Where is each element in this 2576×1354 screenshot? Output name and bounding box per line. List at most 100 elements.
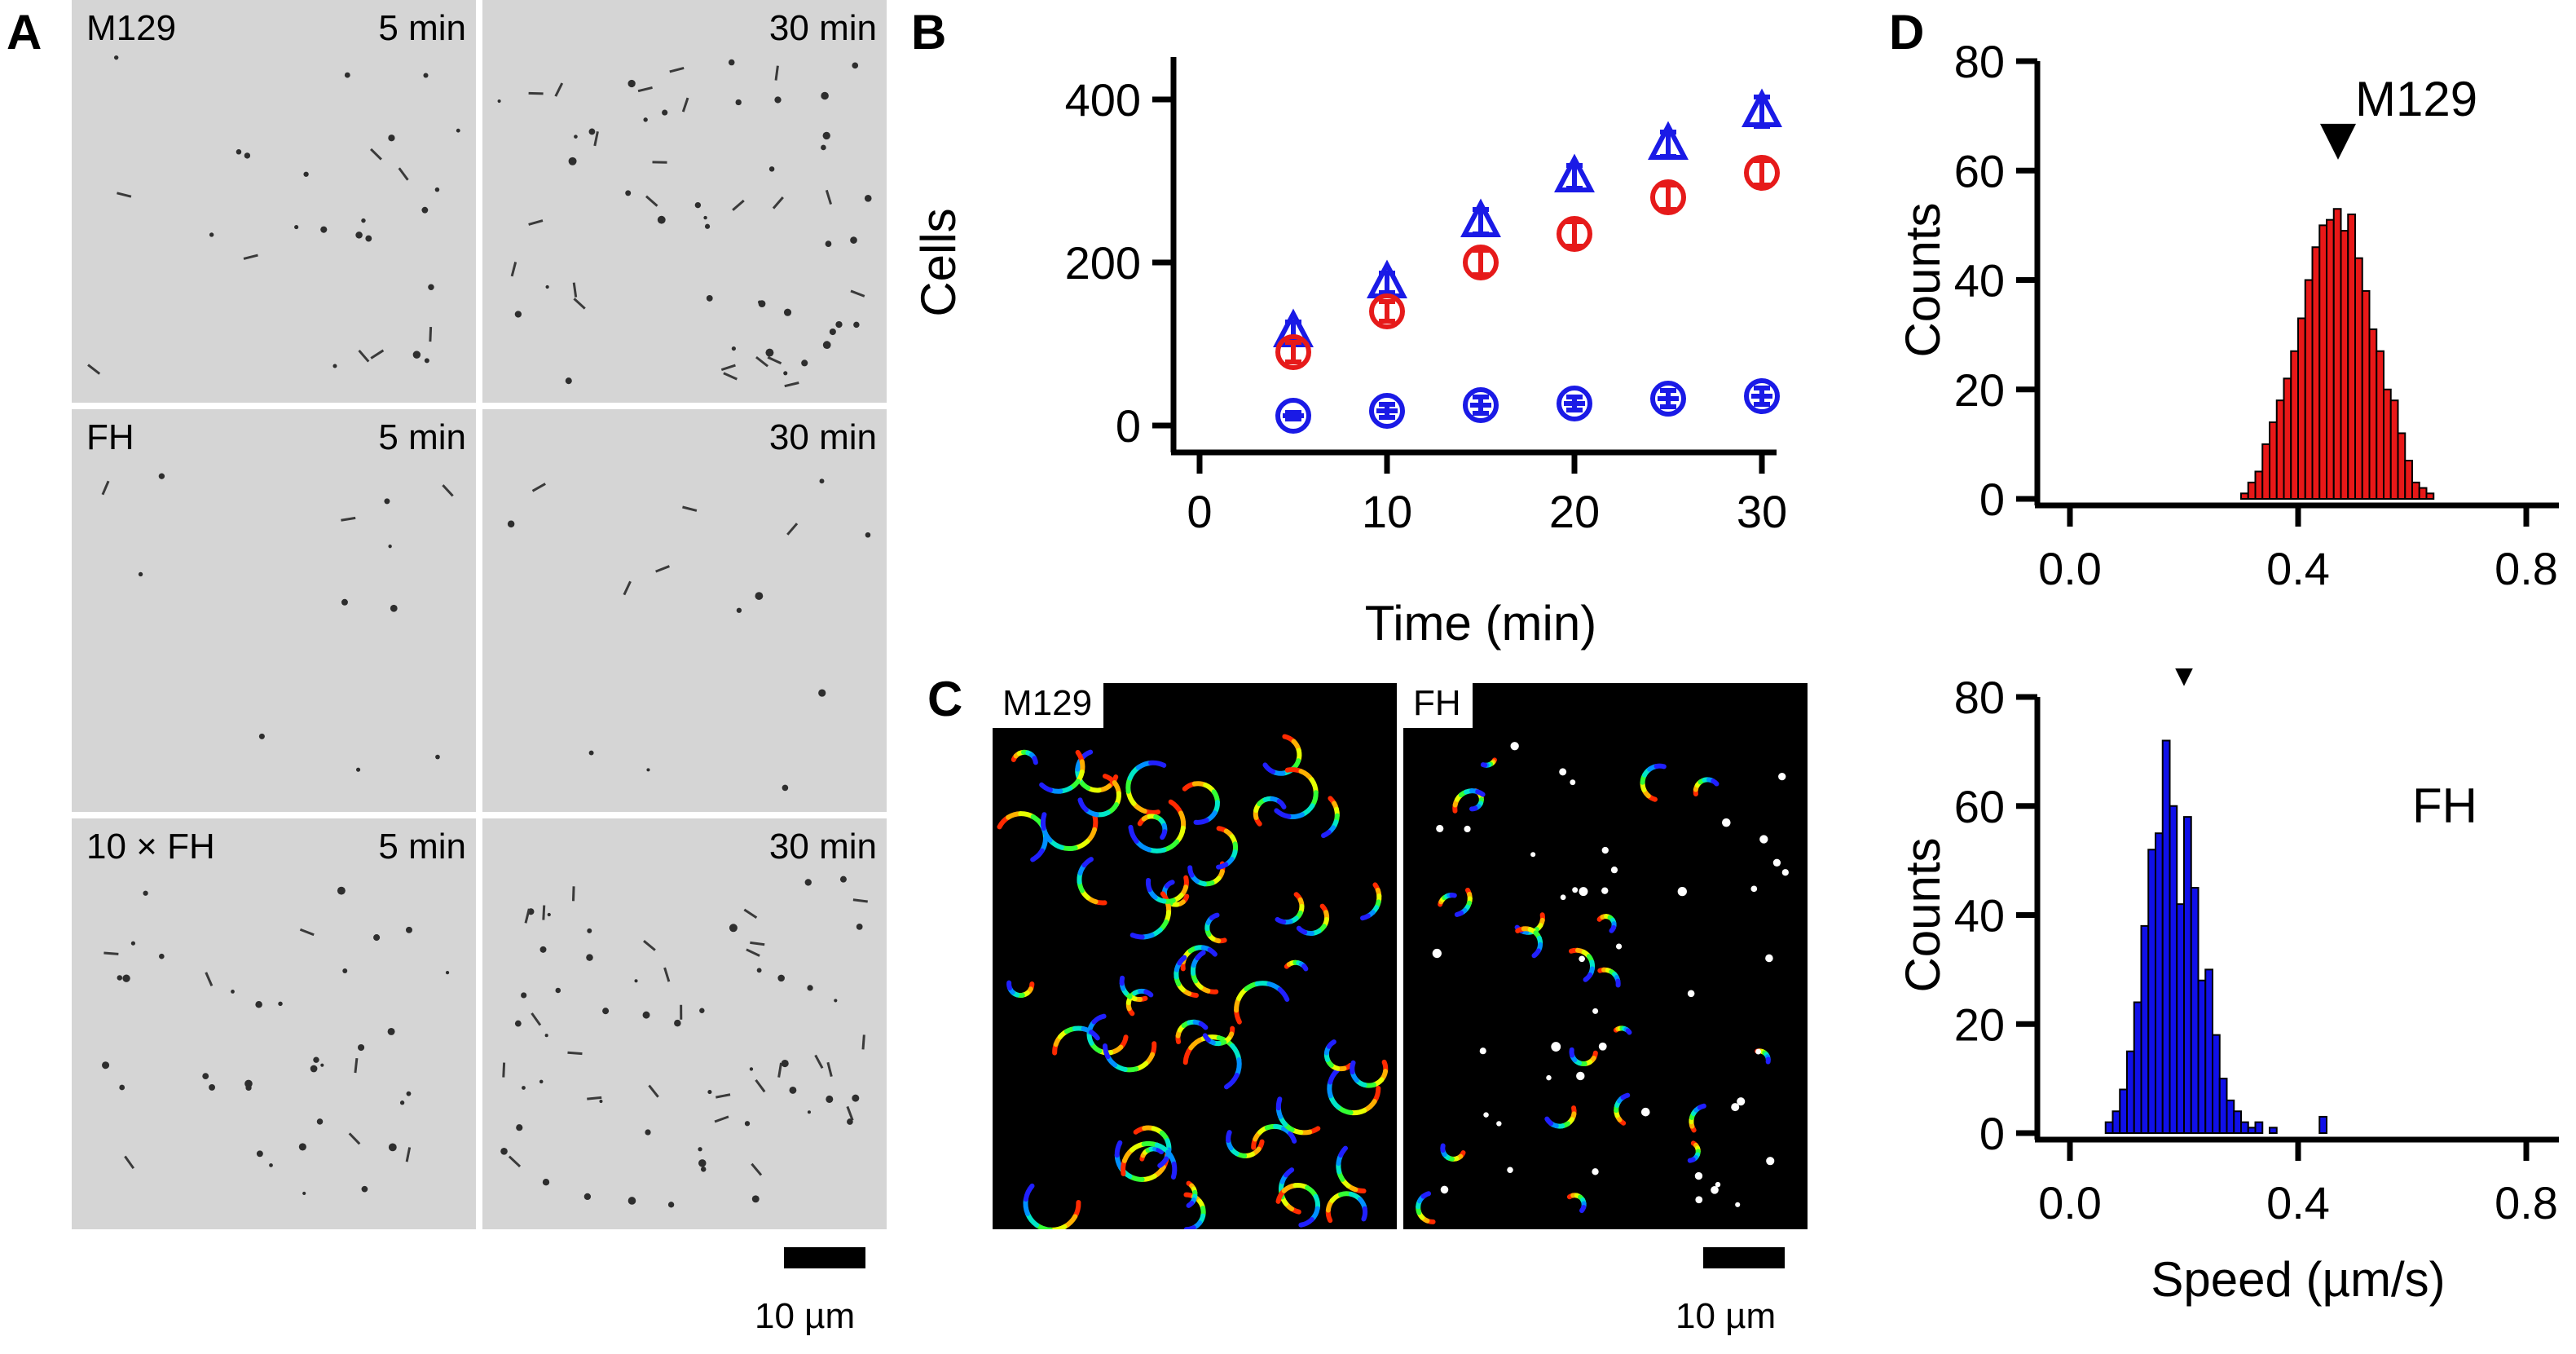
- histogram-bar: [2104, 1121, 2114, 1134]
- y-tick-label: 200: [1065, 237, 1141, 289]
- cells-vs-time-chart: 0 200 400 0 10 20 30 Time (min) Cells: [911, 57, 1787, 651]
- y-tick-label: 20: [1954, 364, 2005, 416]
- circle-marker: [1744, 378, 1780, 414]
- time-label: 5 min: [378, 417, 466, 457]
- x-tick-label: 30: [1737, 486, 1787, 537]
- histogram-bar: [2383, 388, 2392, 500]
- data-point-circle-bar: [1369, 393, 1405, 429]
- histogram-bar: [2247, 481, 2257, 500]
- histogram-bar: [2111, 1110, 2121, 1134]
- panel-label-d: D: [1889, 5, 1925, 60]
- histogram-bar: [2404, 460, 2413, 501]
- y-axis-title: Counts: [1896, 202, 1950, 357]
- micrograph-m129-30min: 30 min: [482, 0, 887, 403]
- circle-marker: [1463, 387, 1499, 423]
- histogram-bar: [2140, 924, 2150, 1134]
- histogram-bar: [2389, 399, 2399, 500]
- histogram-bar: [2183, 816, 2192, 1134]
- histogram-bar: [2226, 1099, 2235, 1134]
- histogram-bar: [2269, 421, 2278, 501]
- histogram-bar: [2304, 279, 2314, 500]
- histogram-bar: [2133, 1001, 2142, 1134]
- circle-marker: [1744, 155, 1780, 191]
- histogram-bar: [2176, 903, 2185, 1134]
- y-tick-label: 80: [1954, 36, 2005, 87]
- y-tick-label: 40: [1954, 255, 2005, 307]
- histogram-bar: [2155, 832, 2164, 1134]
- y-tick-label: 80: [1954, 672, 2005, 723]
- data-point-circle-bar: [1463, 387, 1499, 423]
- chart-title: M129: [2355, 72, 2477, 126]
- data-point-circle: [1557, 216, 1592, 252]
- data-point-triangle: [1648, 121, 1689, 160]
- histogram-bar: [2254, 470, 2264, 500]
- peak-arrowhead: [2175, 668, 2193, 686]
- histogram-bar: [2411, 481, 2420, 500]
- histogram-bar: [2126, 1050, 2135, 1134]
- histogram-bar: [2240, 492, 2249, 500]
- time-label: 5 min: [378, 827, 466, 867]
- row-label: FH: [86, 417, 134, 457]
- histogram-bar: [2218, 1078, 2228, 1134]
- circle-marker: [1557, 216, 1592, 252]
- histogram-bar: [2354, 257, 2363, 500]
- circle-marker: [1650, 381, 1686, 417]
- data-point-circle: [1650, 179, 1686, 215]
- y-tick-label: 60: [1954, 781, 2005, 832]
- y-tick-label: 400: [1065, 74, 1141, 126]
- panel-label-a: A: [7, 5, 42, 60]
- data-point-circle-bar: [1744, 378, 1780, 414]
- micrograph-fh-5min: FH 5 min: [72, 409, 476, 812]
- speed-histogram-fh: 0 20 40 60 80 0.0 0.4 0.8 Counts FH Speed (µm/s): [1896, 668, 2559, 1307]
- histogram-bar: [2418, 487, 2428, 501]
- time-label: 5 min: [378, 8, 466, 48]
- histogram-bar: [2368, 328, 2378, 500]
- x-axis-title: Time (min): [1365, 596, 1596, 651]
- histogram-bar: [2254, 1121, 2264, 1134]
- scale-bar-c-label: 10 µm: [1676, 1296, 1777, 1336]
- x-tick-label: 0.4: [2266, 543, 2330, 594]
- histogram-bar: [2283, 377, 2292, 501]
- data-point-circle: [1275, 334, 1311, 370]
- circle-marker: [1650, 179, 1686, 215]
- data-point-circle: [1744, 155, 1780, 191]
- row-label: M129: [86, 8, 177, 48]
- chart-title: FH: [2412, 778, 2477, 833]
- data-point-circle: [1369, 293, 1405, 329]
- micrograph-10xfh-30min: 30 min: [482, 818, 887, 1229]
- time-label: 30 min: [768, 417, 877, 457]
- circle-marker: [1369, 293, 1405, 329]
- x-tick-label: 0.8: [2495, 1177, 2558, 1228]
- histogram-bar: [2247, 1127, 2257, 1134]
- histogram-bar: [2318, 224, 2327, 500]
- y-axis-title: Counts: [1896, 837, 1950, 992]
- scale-bar-a-label: 10 µm: [755, 1296, 856, 1336]
- histogram-bar: [2332, 208, 2342, 500]
- y-axis-title: Cells: [911, 208, 966, 316]
- triangle-marker: [1742, 88, 1782, 127]
- histogram-bar: [2361, 289, 2371, 500]
- x-tick-label: 0.4: [2266, 1177, 2330, 1228]
- histogram-bar: [2233, 1110, 2242, 1134]
- histogram-bar: [2376, 350, 2384, 501]
- histogram-bar: [2169, 805, 2178, 1134]
- data-point-triangle: [1367, 259, 1407, 298]
- histogram-bar: [2204, 968, 2213, 1134]
- circle-marker: [1557, 386, 1592, 421]
- histogram-bar: [2340, 230, 2349, 500]
- y-tick-label: 60: [1954, 145, 2005, 196]
- circle-marker: [1369, 393, 1405, 429]
- histogram-bar: [2190, 887, 2200, 1134]
- histogram-bar: [2212, 1034, 2221, 1134]
- histogram-bar: [2290, 350, 2299, 501]
- x-tick-label: 0.8: [2495, 543, 2558, 594]
- histogram-bar: [2147, 849, 2156, 1134]
- triangle-marker: [1554, 153, 1595, 192]
- micrograph-m129-5min: M129 5 min: [72, 0, 476, 403]
- data-point-circle: [1463, 245, 1499, 280]
- track-image-m129: M129: [993, 683, 1397, 1229]
- triangle-marker: [1648, 121, 1689, 160]
- scale-bar-a: [784, 1247, 865, 1268]
- histogram-bar: [2311, 246, 2321, 500]
- time-label: 30 min: [768, 827, 877, 867]
